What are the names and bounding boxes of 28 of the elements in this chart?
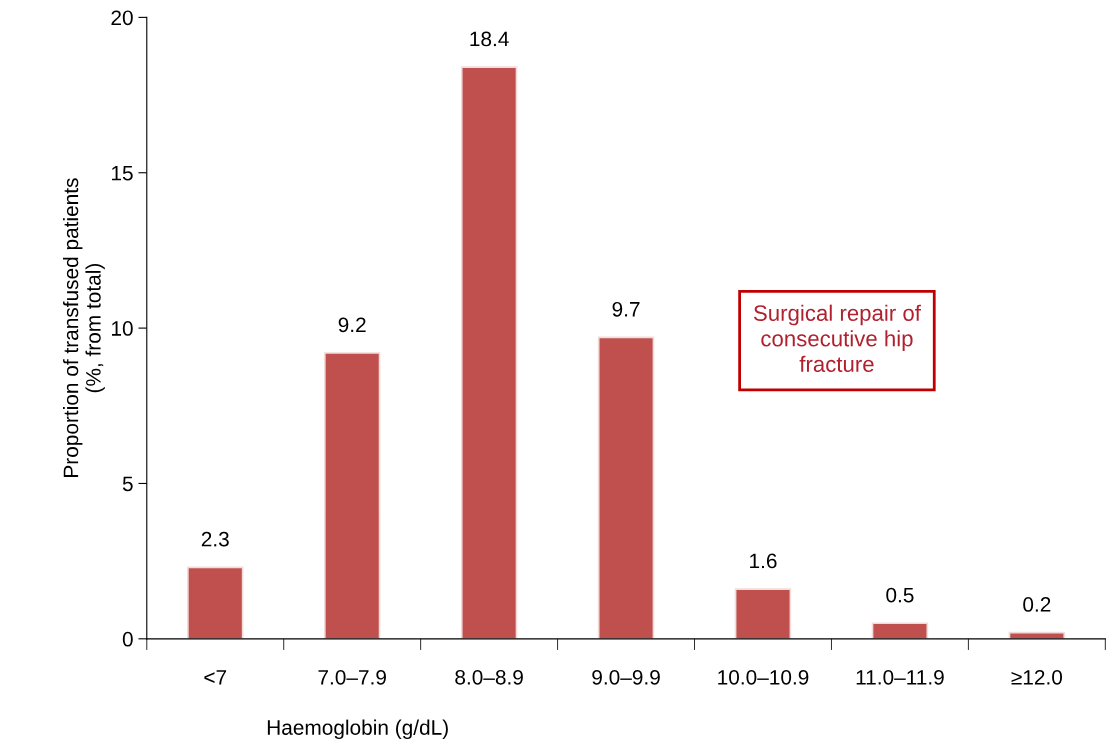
x-tick-label: 7.0–7.9 [318, 669, 386, 685]
data-label: 0.2 [1023, 597, 1051, 612]
y-tick-label: 5 [122, 476, 133, 492]
x-tick-label: <7 [204, 670, 227, 685]
bar [460, 66, 518, 639]
data-label: 2.3 [201, 531, 229, 547]
x-tick-label: 8.0–8.9 [455, 669, 523, 685]
bar [323, 352, 381, 639]
x-tick-label: 10.0–10.9 [718, 669, 809, 685]
bar [871, 622, 929, 639]
annotation: Surgical repair of consecutive hip fracture [753, 304, 921, 373]
bar [597, 336, 655, 639]
x-tick-label: 11.0–11.9 [856, 669, 944, 685]
data-label: 0.5 [886, 587, 914, 603]
y-axis-title: Proportion of transfused patients (%, from total) [63, 178, 105, 477]
data-label: 18.4 [470, 31, 509, 47]
y-tick-label: 15 [112, 165, 133, 181]
x-tick-label: ≥12.0 [1011, 669, 1063, 685]
bar [734, 588, 792, 639]
data-label: 9.7 [612, 301, 640, 317]
y-tick-label: 10 [112, 321, 133, 336]
data-label: 1.6 [750, 553, 777, 569]
bar [187, 566, 244, 639]
y-tick-label: 20 [111, 10, 133, 26]
data-label: 9.2 [338, 317, 366, 333]
x-tick-label: 9.0–9.9 [592, 669, 660, 685]
x-axis-title: Haemoglobin (g/dL) [267, 719, 448, 740]
y-tick-label: 0 [122, 631, 133, 647]
